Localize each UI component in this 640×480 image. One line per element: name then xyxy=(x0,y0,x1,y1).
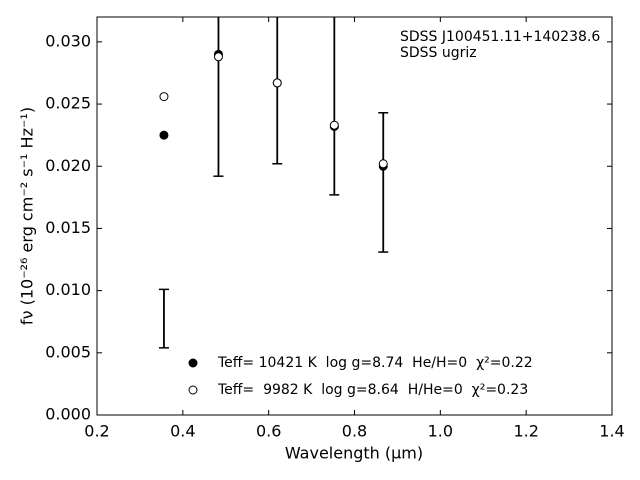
y-tick-label: 0.030 xyxy=(45,31,91,50)
point xyxy=(272,78,282,88)
point xyxy=(159,92,169,102)
plot-area xyxy=(158,17,389,349)
legend-marker xyxy=(188,358,198,368)
annotation: SDSS ugriz xyxy=(400,45,477,61)
x-tick-label: 1.2 xyxy=(513,422,538,441)
x-tick-label: 0.2 xyxy=(84,422,109,441)
legend-marker xyxy=(188,385,198,395)
point xyxy=(159,130,169,140)
x-tick-label: 1.0 xyxy=(428,422,453,441)
x-tick-label: 0.6 xyxy=(256,422,281,441)
x-tick-label: 1.4 xyxy=(599,422,624,441)
y-tick-label: 0.005 xyxy=(45,342,91,361)
y-tick-label: 0.025 xyxy=(45,94,91,113)
legend-label: Teff= 9982 K log g=8.64 H/He=0 χ²=0.23 xyxy=(217,382,528,398)
error-bar xyxy=(378,112,389,253)
point xyxy=(213,52,223,62)
x-axis-label: Wavelength (μm) xyxy=(285,444,423,463)
annotation: SDSS J100451.11+140238.6 xyxy=(400,29,600,45)
y-tick-label: 0.010 xyxy=(45,280,91,299)
y-tick-label: 0.015 xyxy=(45,218,91,237)
point xyxy=(378,159,388,169)
point xyxy=(329,120,339,130)
error-bar xyxy=(158,288,169,349)
y-tick-label: 0.020 xyxy=(45,156,91,175)
error-bar xyxy=(329,17,340,196)
y-tick-label: 0.000 xyxy=(45,405,91,424)
y-axis-label: fν (10⁻²⁶ erg cm⁻² s⁻¹ Hz⁻¹) xyxy=(18,107,37,325)
legend-label: Teff= 10421 K log g=8.74 He/H=0 χ²=0.22 xyxy=(217,355,533,371)
x-tick-label: 0.4 xyxy=(170,422,195,441)
error-bar xyxy=(213,17,224,177)
x-tick-label: 0.8 xyxy=(342,422,367,441)
